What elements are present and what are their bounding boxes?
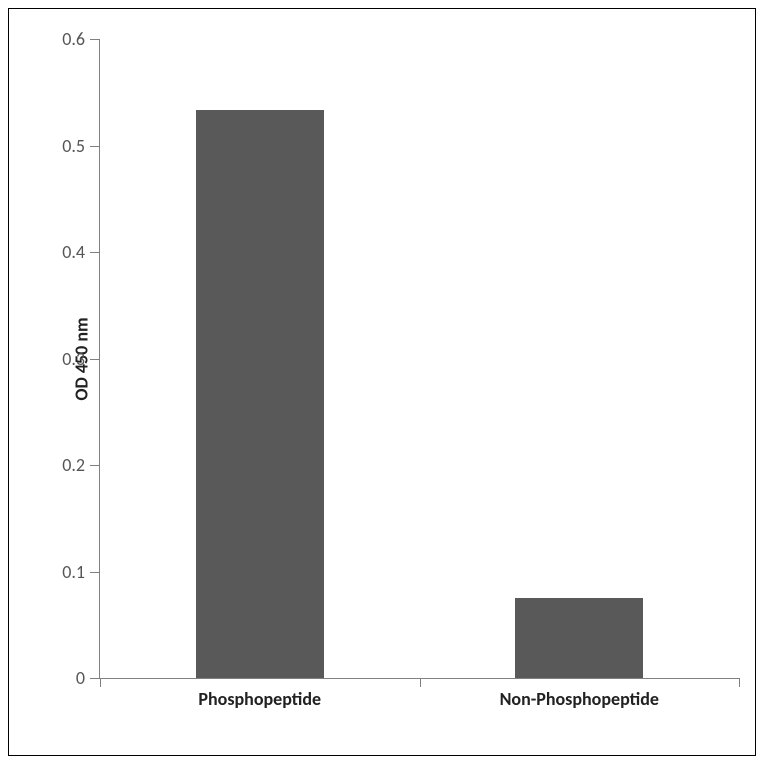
y-tick-label: 0 <box>30 667 85 689</box>
y-tick <box>90 465 99 466</box>
y-tick-label: 0.6 <box>30 28 85 50</box>
y-tick-label: 0.3 <box>30 348 85 370</box>
y-tick-label: 0.4 <box>30 241 85 263</box>
chart-frame: OD 450 nm 00.10.20.30.40.50.6Phosphopept… <box>8 8 756 756</box>
y-tick <box>90 252 99 253</box>
y-tick-label: 0.1 <box>30 561 85 583</box>
y-tick <box>90 146 99 147</box>
y-tick <box>90 39 99 40</box>
y-tick <box>90 678 99 679</box>
y-tick <box>90 359 99 360</box>
x-tick <box>420 678 421 687</box>
plot-area: OD 450 nm 00.10.20.30.40.50.6Phosphopept… <box>99 39 739 679</box>
y-tick-label: 0.2 <box>30 454 85 476</box>
x-category-label: Phosphopeptide <box>110 688 410 710</box>
y-tick-label: 0.5 <box>30 135 85 157</box>
bar <box>196 110 324 678</box>
bar <box>515 598 643 678</box>
y-tick <box>90 572 99 573</box>
x-tick <box>739 678 740 687</box>
x-category-label: Non-Phosphopeptide <box>429 688 729 710</box>
x-tick <box>100 678 101 687</box>
